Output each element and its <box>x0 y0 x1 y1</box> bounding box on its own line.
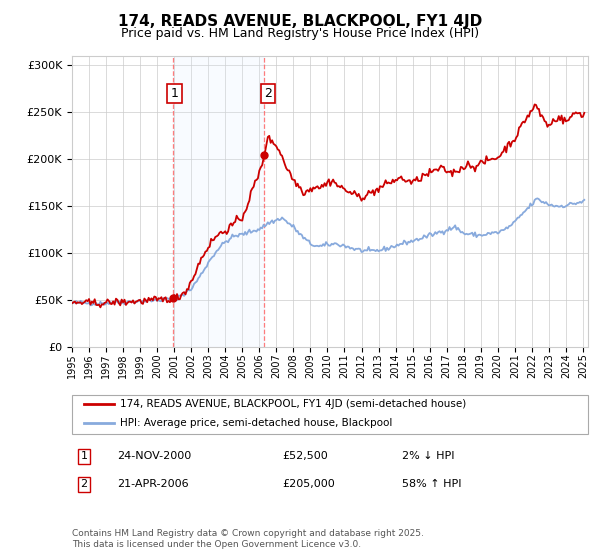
Text: 24-NOV-2000: 24-NOV-2000 <box>117 451 191 461</box>
Text: £205,000: £205,000 <box>282 479 335 489</box>
Text: Contains HM Land Registry data © Crown copyright and database right 2025.
This d: Contains HM Land Registry data © Crown c… <box>72 529 424 549</box>
Text: 58% ↑ HPI: 58% ↑ HPI <box>402 479 461 489</box>
Text: 174, READS AVENUE, BLACKPOOL, FY1 4JD: 174, READS AVENUE, BLACKPOOL, FY1 4JD <box>118 14 482 29</box>
Text: 21-APR-2006: 21-APR-2006 <box>117 479 188 489</box>
Text: HPI: Average price, semi-detached house, Blackpool: HPI: Average price, semi-detached house,… <box>120 418 392 428</box>
Text: 1: 1 <box>80 451 88 461</box>
Bar <box>173 56 265 347</box>
Text: 2: 2 <box>80 479 88 489</box>
Text: Price paid vs. HM Land Registry's House Price Index (HPI): Price paid vs. HM Land Registry's House … <box>121 27 479 40</box>
Text: 2% ↓ HPI: 2% ↓ HPI <box>402 451 455 461</box>
Text: 174, READS AVENUE, BLACKPOOL, FY1 4JD (semi-detached house): 174, READS AVENUE, BLACKPOOL, FY1 4JD (s… <box>120 399 466 409</box>
Text: 1: 1 <box>170 87 178 100</box>
Text: £52,500: £52,500 <box>282 451 328 461</box>
Text: 2: 2 <box>264 87 272 100</box>
